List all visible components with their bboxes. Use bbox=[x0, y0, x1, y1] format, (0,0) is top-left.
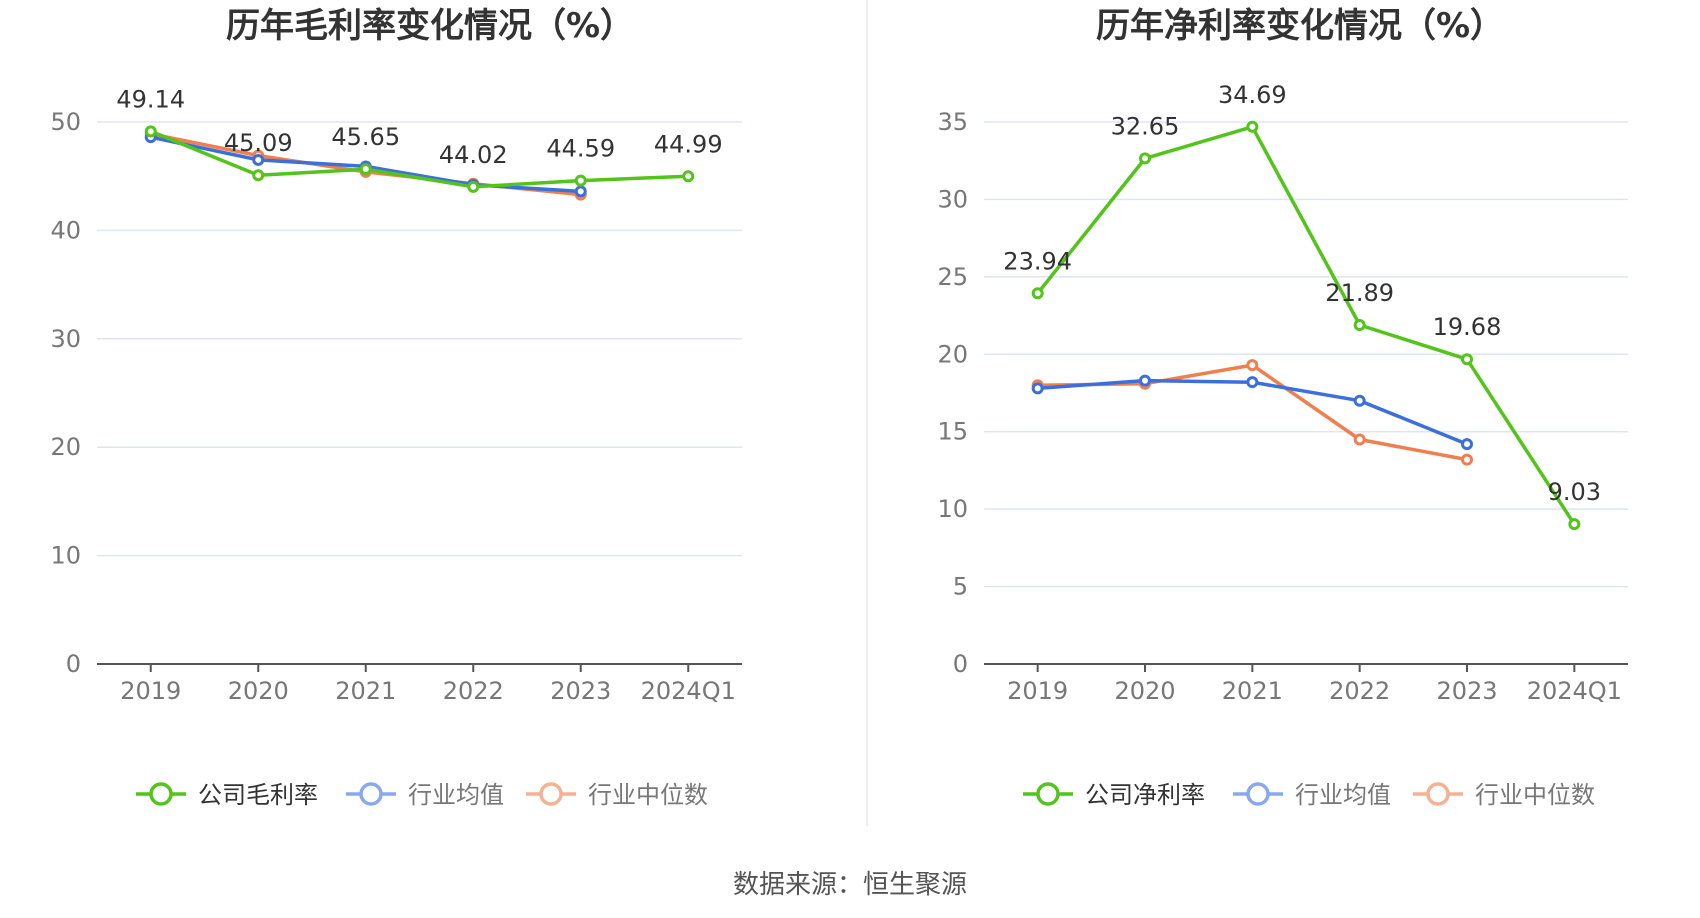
y-tick-label: 10 bbox=[50, 542, 81, 570]
x-tick-label: 2021 bbox=[335, 677, 396, 705]
data-point bbox=[1246, 376, 1259, 389]
legend-marker bbox=[1246, 782, 1270, 806]
series-line-0 bbox=[1036, 125, 1576, 526]
y-tick-label: 0 bbox=[66, 650, 81, 678]
legend-label: 行业中位数 bbox=[1475, 781, 1595, 809]
data-point bbox=[252, 169, 265, 182]
data-label: 44.02 bbox=[439, 141, 508, 169]
data-point bbox=[1353, 319, 1366, 332]
legend-marker bbox=[1036, 782, 1060, 806]
data-label: 32.65 bbox=[1111, 112, 1180, 140]
x-tick-label: 2024Q1 bbox=[641, 677, 736, 705]
y-tick-label: 30 bbox=[937, 185, 968, 213]
legend-marker bbox=[1426, 782, 1450, 806]
y-tick-label: 20 bbox=[50, 433, 81, 461]
legend-label: 公司毛利率 bbox=[198, 781, 318, 809]
data-point bbox=[1568, 518, 1581, 531]
data-label: 49.14 bbox=[116, 85, 185, 113]
data-label: 9.03 bbox=[1548, 478, 1601, 506]
data-point bbox=[467, 180, 480, 193]
data-point bbox=[1246, 120, 1259, 133]
data-label: 45.09 bbox=[224, 129, 293, 157]
data-point bbox=[144, 125, 157, 138]
data-point bbox=[1461, 453, 1473, 466]
data-point bbox=[574, 185, 587, 198]
data-point bbox=[1353, 433, 1366, 446]
legend-marker bbox=[539, 782, 563, 806]
x-tick-label: 2024Q1 bbox=[1527, 677, 1622, 705]
y-tick-label: 30 bbox=[50, 325, 81, 353]
legend-label: 公司净利率 bbox=[1085, 781, 1205, 809]
x-tick-label: 2020 bbox=[228, 677, 289, 705]
data-label: 19.68 bbox=[1433, 313, 1502, 341]
net-margin-chart: 历年净利率变化情况（%） 0 5 10 15 20 25 30 35 2019 2020 2021 20… bbox=[937, 6, 1628, 809]
chart-title: 历年净利率变化情况（%） bbox=[1096, 6, 1504, 46]
y-tick-label: 50 bbox=[50, 108, 81, 136]
legend-label: 行业中位数 bbox=[588, 781, 708, 809]
y-tick-label: 40 bbox=[50, 216, 81, 244]
data-label: 23.94 bbox=[1003, 247, 1072, 275]
y-tick-label: 35 bbox=[937, 108, 968, 136]
chart-title: 历年毛利率变化情况（%） bbox=[226, 6, 634, 46]
x-tick-label: 2019 bbox=[120, 677, 181, 705]
data-label: 34.69 bbox=[1218, 81, 1287, 109]
x-tick-label: 2023 bbox=[1436, 677, 1497, 705]
y-tick-label: 10 bbox=[937, 495, 968, 523]
legend-marker bbox=[149, 782, 173, 806]
series-line-1 bbox=[1037, 378, 1468, 446]
data-point bbox=[1139, 374, 1151, 387]
x-tick-label: 2023 bbox=[550, 677, 611, 705]
data-label: 45.65 bbox=[331, 123, 400, 151]
data-point bbox=[1139, 152, 1151, 165]
data-point bbox=[1246, 359, 1259, 372]
legend-marker bbox=[359, 782, 383, 806]
y-tick-label: 20 bbox=[937, 340, 968, 368]
y-tick-label: 25 bbox=[937, 263, 968, 291]
data-label: 21.89 bbox=[1325, 279, 1394, 307]
legend-label: 行业均值 bbox=[408, 781, 504, 809]
x-tick-label: 2022 bbox=[443, 677, 504, 705]
data-source-note: 数据来源：恒生聚源 bbox=[733, 870, 967, 900]
data-point bbox=[252, 153, 265, 166]
data-point bbox=[682, 170, 695, 183]
data-point bbox=[359, 163, 372, 176]
data-point bbox=[1031, 382, 1044, 395]
legend-label: 行业均值 bbox=[1295, 781, 1391, 809]
y-tick-label: 15 bbox=[937, 418, 968, 446]
data-label: 44.99 bbox=[654, 130, 723, 158]
data-point bbox=[1031, 287, 1044, 300]
x-tick-label: 2020 bbox=[1114, 677, 1175, 705]
x-tick-label: 2022 bbox=[1329, 677, 1390, 705]
data-point bbox=[574, 174, 587, 187]
data-point bbox=[1461, 353, 1473, 366]
series-line-0 bbox=[150, 129, 689, 189]
x-tick-label: 2021 bbox=[1222, 677, 1283, 705]
y-tick-label: 5 bbox=[953, 573, 968, 601]
data-point bbox=[1461, 438, 1473, 451]
gross-margin-chart: 历年毛利率变化情况（%） 0 10 20 30 40 50 2019 2020 2021 2022 2… bbox=[50, 6, 742, 809]
y-tick-label: 0 bbox=[953, 650, 968, 678]
data-label: 44.59 bbox=[546, 135, 615, 163]
data-point bbox=[1353, 394, 1366, 407]
x-tick-label: 2019 bbox=[1007, 677, 1068, 705]
